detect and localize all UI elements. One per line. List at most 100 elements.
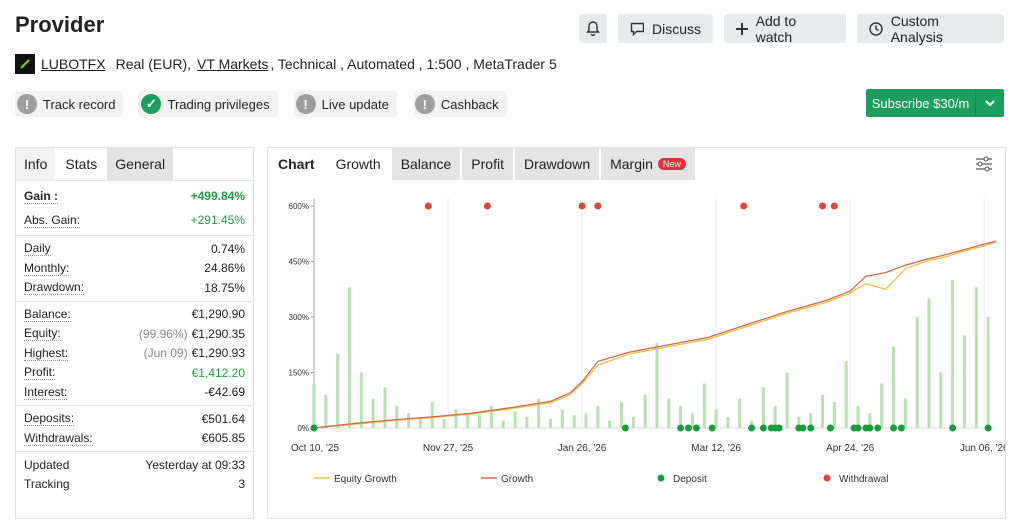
stat-value: €1,412.20 [191,365,245,380]
bar [679,405,683,428]
badge: ! Track record [15,91,124,117]
bar [856,405,860,428]
x-tick-label: Oct 10, '25 [291,443,339,454]
bar [572,415,576,428]
stat-label: Interest: [24,384,68,400]
tab[interactable]: Growth [326,148,390,180]
bar [489,405,493,428]
legend-label: Withdrawal [839,474,888,485]
bar [773,405,777,428]
stat-row: Abs. Gain: +291.45% [16,208,253,232]
stat-row: Gain : +499.84% [16,184,253,208]
stat-value-wrap: Yesterday at 09:33 [145,458,245,472]
badge-label: Track record [43,96,116,112]
tab-label: Drawdown [523,156,591,172]
marker [775,424,783,432]
bell-button[interactable] [579,14,607,43]
stat-value-wrap: €501.64 [202,412,245,426]
stat-row: Profit: €1,412.20 [16,363,253,383]
stat-row: Equity: (99.96%) €1,290.35 [16,324,253,344]
y-tick-label: 450% [289,258,309,267]
marker [890,424,898,432]
account-details: , Technical , Automated , 1:500 , MetaTr… [270,56,557,72]
marker [826,424,834,432]
bar [785,372,789,428]
stat-value-wrap: -€42.69 [204,385,245,399]
tab[interactable]: Profit [462,148,513,180]
legend-swatch [823,474,831,482]
bar [549,418,553,428]
discuss-button[interactable]: Discuss [618,14,713,43]
bar [832,402,836,428]
bar [750,420,754,428]
badge: ✓ Trading privileges [139,91,278,117]
new-badge: New [657,158,686,170]
marker [578,202,586,210]
stat-value: +499.84% [190,189,245,203]
stats-group: Balance: €1,290.90 Equity: (99.96%) €1,290.3… [16,300,253,406]
stats-panel: Info Stats General Gain : +499.84% Abs. Gain… [15,147,254,519]
tab[interactable]: General [107,148,174,180]
stat-row: Highest: (Jun 09) €1,290.93 [16,344,253,364]
button-label: Custom Analysis [890,12,943,45]
tab[interactable]: Margin New [601,148,695,180]
stat-value-wrap: 3 [238,477,245,491]
bar [880,383,884,428]
subscribe-button[interactable]: Subscribe $30/m [866,89,1004,117]
stat-value: Yesterday at 09:33 [145,457,245,472]
chart-label: Chart [268,148,325,180]
marker [866,424,874,432]
account-name[interactable]: LUBOTFX [41,56,106,72]
stats-group: Gain : +499.84% Abs. Gain: +291.45% [16,180,253,235]
bar [761,387,765,428]
tab[interactable]: Drawdown [514,148,600,180]
bar [359,372,363,428]
bar [690,413,694,428]
stat-value: 0.74% [210,241,245,256]
broker[interactable]: VT Markets [197,56,269,72]
stat-row: Daily 0.74% [16,239,253,259]
stat-value-wrap: €605.85 [202,431,245,445]
marker [949,424,957,432]
line [313,241,997,429]
bar [336,354,340,428]
stat-label: Updated [24,457,70,472]
tab[interactable]: Stats [57,148,106,180]
analysis-button[interactable]: Custom Analysis [857,12,1004,45]
stats-group: Deposits: €501.64 Withdrawals: €605.85 [16,405,253,451]
stat-value: €1,290.90 [191,307,245,322]
bar [915,317,919,428]
settings-icon[interactable] [975,156,993,172]
stat-value-wrap: +291.45% [191,213,245,227]
tab-label: Profit [471,156,504,172]
stat-label: Monthly: [24,260,70,276]
bar [714,409,718,428]
stat-label: Tracking [24,477,70,492]
tab[interactable]: Info [16,148,56,180]
badge-label: Trading privileges [167,96,270,112]
bar [702,383,706,428]
bar [525,416,529,428]
tab[interactable]: Balance [391,148,461,180]
marker [692,424,700,432]
dropdown[interactable] [975,89,1004,117]
line [313,240,997,429]
page-title: Provider [15,12,105,37]
marker [594,202,602,210]
watch-button[interactable]: Add to watch [724,13,846,45]
bar [619,402,623,428]
stat-value: 3 [238,477,245,492]
stat-value: +291.45% [190,213,245,227]
status-icon: ! [295,94,316,114]
bar [892,346,896,428]
stat-note: (Jun 09) [143,346,188,361]
marker [897,424,905,432]
x-tick-label: Jun 06, '26 [960,443,1005,454]
stat-value-wrap: €1,290.90 [192,307,245,321]
bar [371,398,375,428]
bar [738,398,742,428]
bar [430,402,434,428]
tab-label: Balance [400,156,452,172]
bar [407,413,411,428]
marker [708,424,716,432]
